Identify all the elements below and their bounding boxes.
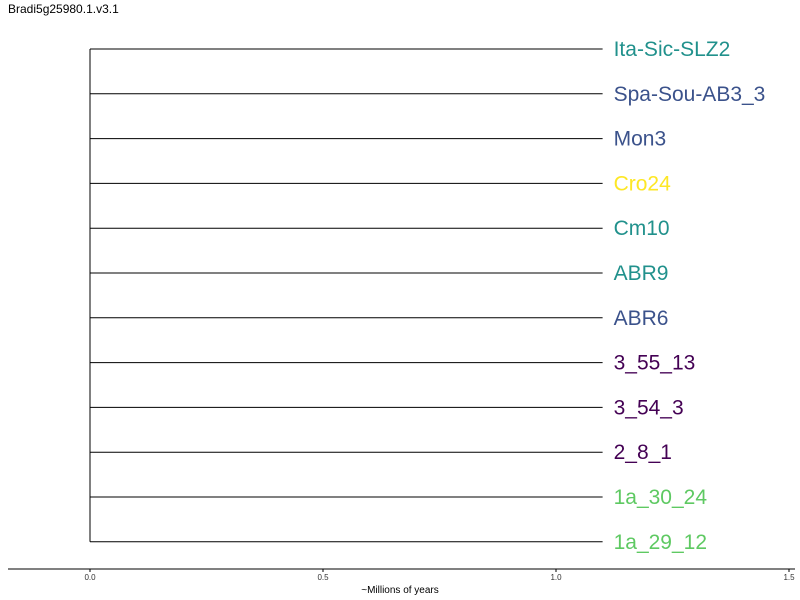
tip-label: Mon3 xyxy=(614,128,667,151)
branches-group xyxy=(90,48,603,543)
tip-labels-group: Ita-Sic-SLZ2 Spa-Sou-AB3_3 Mon3 Cro24 Cm10 AB… xyxy=(614,38,766,554)
tip-label: 1a_30_24 xyxy=(614,486,708,509)
tip-label: 1a_29_12 xyxy=(614,531,707,554)
tip-label: Spa-Sou-AB3_3 xyxy=(614,83,766,106)
tip-label: Cm10 xyxy=(614,217,670,240)
tip-label: Ita-Sic-SLZ2 xyxy=(614,38,731,61)
tip-label: 3_55_13 xyxy=(614,352,696,375)
x-tick-label: 0.5 xyxy=(317,573,329,582)
x-axis-ticks: 0.0 0.5 1.0 1.5 xyxy=(84,569,795,582)
x-tick-label: 0.0 xyxy=(84,573,96,582)
tip-label: Cro24 xyxy=(614,172,672,195)
tip-label: 3_54_3 xyxy=(614,396,684,419)
x-tick-label: 1.5 xyxy=(783,573,795,582)
x-tick-label: 1.0 xyxy=(550,573,562,582)
tip-label: 2_8_1 xyxy=(614,441,672,464)
tip-label: ABR9 xyxy=(614,262,669,285)
chart-title: Bradi5g25980.1.v3.1 xyxy=(8,2,119,16)
x-axis-label: ~Millions of years xyxy=(361,585,439,596)
tip-label: ABR6 xyxy=(614,307,669,330)
